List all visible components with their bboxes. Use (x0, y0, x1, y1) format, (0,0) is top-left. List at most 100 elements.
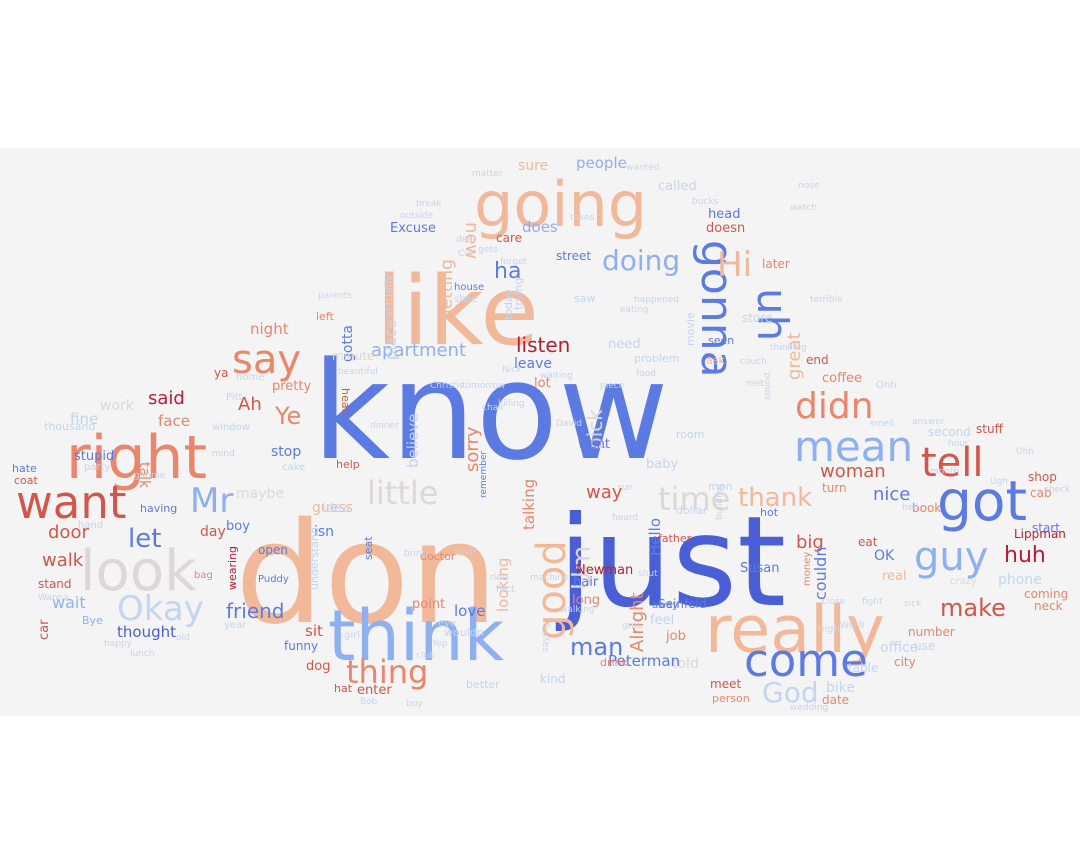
cloud-word: hat (334, 682, 353, 695)
cloud-word: actually (382, 274, 395, 318)
cloud-word: nice (873, 484, 910, 505)
cloud-word: tomorrow (462, 381, 505, 391)
cloud-word: food (636, 369, 656, 379)
cloud-word: takes (570, 213, 594, 223)
cloud-word: know (312, 333, 669, 490)
cloud-word: grab (622, 621, 643, 631)
cloud-word: people (576, 154, 627, 172)
cloud-word: man (570, 633, 623, 661)
cloud-word: room (676, 428, 704, 441)
cloud-word: away (652, 600, 678, 611)
cloud-word: let (128, 524, 161, 554)
cloud-word: club (416, 651, 435, 661)
cloud-word: answer (912, 417, 945, 427)
cloud-word: date (822, 693, 849, 707)
cloud-word: crazy (950, 576, 977, 587)
cloud-word: night (250, 320, 289, 338)
cloud-word: high (818, 624, 840, 635)
cloud-word: today (502, 288, 515, 320)
cloud-word: need (608, 337, 641, 352)
cloud-word: coat (14, 474, 39, 487)
cloud-word: OK (874, 548, 895, 564)
cloud-word: seat (362, 536, 375, 560)
cloud-word: Nick (502, 365, 522, 375)
cloud-word: want (16, 476, 127, 529)
cloud-word: thousand (44, 420, 95, 433)
cloud-word: God (762, 676, 819, 709)
cloud-word: getting (437, 259, 457, 320)
cloud-word: ya (214, 366, 228, 380)
cloud-word: start (1032, 521, 1060, 535)
cloud-word: saw (574, 292, 595, 305)
cloud-word: time (658, 480, 730, 518)
cloud-word: Susan (740, 561, 779, 576)
cloud-word: Ohh (876, 380, 897, 391)
cloud-word: good (529, 540, 575, 640)
cloud-word: leave (514, 356, 552, 372)
cloud-word: eat (858, 535, 878, 549)
cloud-word: trying (512, 278, 525, 310)
cloud-word: talk (136, 462, 152, 489)
cloud-word: cab (1030, 486, 1052, 500)
cloud-word: number (908, 625, 955, 639)
cloud-word: Peterman (608, 652, 680, 670)
cloud-word: Seinfeld (658, 597, 707, 611)
cloud-word: party (84, 462, 111, 473)
cloud-word: sorry (462, 426, 483, 472)
cloud-word: gonna (691, 240, 742, 378)
cloud-word: soup (454, 547, 476, 557)
cloud-word: killing (498, 399, 525, 409)
cloud-word: deal (456, 235, 475, 245)
cloud-word: shop (1028, 470, 1057, 484)
cloud-word: doing (602, 244, 680, 277)
cloud-word: Christie (430, 381, 465, 391)
cloud-word: real (882, 569, 907, 584)
cloud-word: like (376, 257, 539, 367)
cloud-word: got (937, 469, 1027, 533)
cloud-word: believe (404, 414, 422, 468)
cloud-word: Mr (190, 481, 233, 521)
cloud-word: waiting (540, 371, 573, 381)
cloud-word: gets (478, 245, 498, 255)
cloud-word: isn (314, 524, 334, 540)
cloud-word: job (665, 629, 686, 644)
cloud-word: Newman (576, 563, 633, 578)
cloud-word: enter (357, 683, 392, 698)
cloud-word: understand (308, 527, 321, 590)
cloud-word: gimme (134, 471, 166, 481)
cloud-word: walk (42, 550, 84, 571)
cloud-word: minute (332, 349, 374, 363)
cloud-word: does (522, 218, 558, 236)
cloud-word: big (796, 532, 824, 553)
cloud-word: neck (1034, 599, 1063, 613)
cloud-word: car (37, 619, 52, 640)
cloud-word: heard (612, 513, 638, 523)
word-cloud-panel: know don just like think really going ri… (0, 148, 1080, 716)
cloud-word: forget (500, 257, 527, 267)
cloud-word: come (744, 634, 868, 687)
cloud-word: city (894, 655, 916, 669)
cloud-word: place (382, 320, 400, 360)
cloud-word: going (474, 168, 647, 241)
cloud-word: new (461, 222, 482, 259)
word-cloud: know don just like think really going ri… (12, 154, 1071, 713)
cloud-word: maybe (236, 486, 284, 502)
cloud-word: matter (472, 169, 503, 179)
cloud-word: work (100, 398, 135, 414)
cloud-word: Bob (360, 697, 378, 707)
cloud-word: fight (862, 597, 883, 607)
cloud-word: break (416, 199, 442, 209)
cloud-word: sit (305, 622, 323, 640)
cloud-word: problem (634, 352, 680, 365)
cloud-word: fine (70, 410, 98, 428)
cloud-word: book (912, 501, 941, 515)
cloud-word: care (496, 231, 522, 245)
cloud-word: Okay (117, 589, 204, 629)
cloud-word: Ye (274, 402, 301, 430)
cloud-word: buy (406, 699, 423, 709)
cloud-word: called (658, 179, 697, 194)
cloud-word: terrible (810, 295, 843, 305)
cloud-word: thing (346, 653, 428, 691)
cloud-word: dog (306, 659, 330, 674)
cloud-word: drink (600, 656, 629, 669)
